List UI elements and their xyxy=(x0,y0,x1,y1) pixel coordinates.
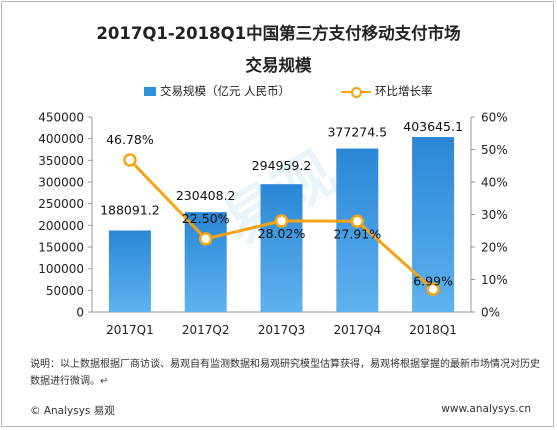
x-tick-label: 2018Q1 xyxy=(409,323,457,337)
bar-2017Q3 xyxy=(260,184,303,312)
bar-value-label: 377274.5 xyxy=(327,125,387,140)
y-left-tick-label: 450000 xyxy=(38,111,84,125)
legend-bar-label: 交易规模（亿元 人民币） xyxy=(160,84,291,98)
bar-2017Q4 xyxy=(336,148,379,312)
x-tick-label: 2017Q4 xyxy=(333,323,381,337)
chart-legend: 交易规模（亿元 人民币） 环比增长率 xyxy=(0,82,557,100)
growth-value-label: 46.78% xyxy=(106,132,154,147)
x-tick-label: 2017Q2 xyxy=(182,323,230,337)
y-left-tick-label: 100000 xyxy=(38,262,84,276)
y-right-tick-label: 20% xyxy=(481,241,508,255)
legend-bar-swatch xyxy=(144,87,156,96)
y-right-tick-label: 60% xyxy=(481,111,508,125)
bar-value-label: 403645.1 xyxy=(403,119,463,134)
legend-item-growth: 环比增长率 xyxy=(341,82,433,100)
y-left-tick-label: 350000 xyxy=(38,154,84,168)
y-left-tick-label: 50000 xyxy=(46,284,84,298)
footer-website: www.analysys.cn xyxy=(441,403,531,415)
y-left-tick-label: 0 xyxy=(76,306,84,320)
growth-value-label: 22.50% xyxy=(182,211,230,226)
growth-point-2017Q2 xyxy=(198,232,213,246)
y-right-tick-label: 30% xyxy=(481,208,508,222)
y-left-tick-label: 200000 xyxy=(38,219,84,233)
bar-value-label: 188091.2 xyxy=(100,202,160,217)
y-right-tick-label: 0% xyxy=(481,306,500,320)
y-right-tick-label: 10% xyxy=(481,273,508,287)
bar-value-label: 294959.2 xyxy=(252,158,312,173)
chart-title-line1: 2017Q1-2018Q1中国第三方支付移动支付市场 xyxy=(96,24,461,43)
x-tick-label: 2017Q1 xyxy=(106,323,154,337)
y-left-tick-label: 400000 xyxy=(38,132,84,146)
y-left-tick-label: 250000 xyxy=(38,197,84,211)
y-left-tick-label: 300000 xyxy=(38,176,84,190)
legend-line-swatch xyxy=(341,86,371,98)
footer-copyright: © Analysys 易观 xyxy=(30,405,115,417)
y-right-tick-label: 50% xyxy=(481,143,508,157)
growth-point-2017Q4 xyxy=(350,214,365,229)
bar-2017Q1 xyxy=(108,230,151,312)
chart-note: 说明：以上数据根据厂商访谈、易观自有监测数据和易观研究模型估算获得，易观将根据掌… xyxy=(30,359,540,387)
growth-value-label: 28.02% xyxy=(258,226,306,241)
y-right-tick-label: 40% xyxy=(481,176,508,190)
bar-2017Q2 xyxy=(184,212,227,312)
growth-value-label: 27.91% xyxy=(333,226,381,241)
growth-point-2017Q1 xyxy=(123,153,137,167)
legend-line-label: 环比增长率 xyxy=(375,84,433,98)
growth-point-2017Q3 xyxy=(274,214,289,228)
growth-point-2018Q1 xyxy=(426,282,440,297)
bar-value-label: 230408.2 xyxy=(176,188,236,203)
legend-item-volume: 交易规模（亿元 人民币） xyxy=(144,82,290,100)
chart-title-line2: 交易规模 xyxy=(245,56,312,75)
y-left-tick-label: 150000 xyxy=(38,241,84,255)
x-tick-label: 2017Q3 xyxy=(258,323,306,337)
growth-value-label: 6.99% xyxy=(413,273,453,288)
